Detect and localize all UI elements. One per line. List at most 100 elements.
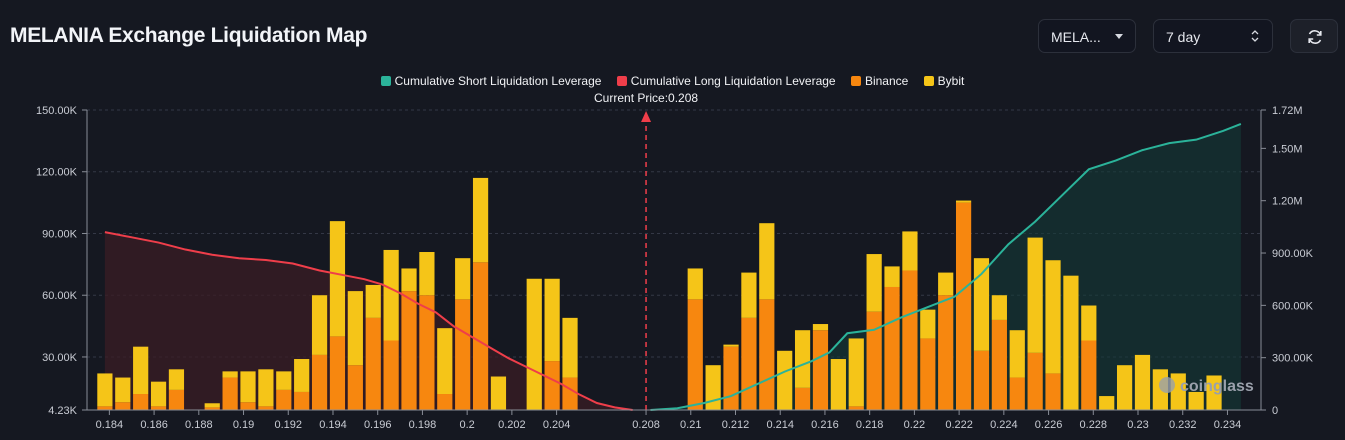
legend-item-short[interactable]: Cumulative Short Liquidation Leverage: [380, 74, 601, 88]
bar-bybit[interactable]: [687, 268, 703, 300]
bar-bybit[interactable]: [1206, 375, 1222, 410]
bar-binance[interactable]: [294, 391, 310, 410]
bar-bybit[interactable]: [866, 254, 882, 312]
bar-binance[interactable]: [812, 330, 829, 410]
bar-binance[interactable]: [437, 394, 453, 410]
bar-bybit[interactable]: [830, 359, 846, 410]
bar-bybit[interactable]: [759, 223, 775, 300]
bar-binance[interactable]: [419, 295, 435, 410]
bar-binance[interactable]: [383, 340, 399, 410]
bar-bybit[interactable]: [1009, 330, 1025, 378]
bar-bybit[interactable]: [741, 272, 757, 318]
bar-bybit[interactable]: [311, 295, 328, 355]
bar-bybit[interactable]: [240, 371, 256, 403]
bar-binance[interactable]: [150, 406, 167, 410]
bar-binance[interactable]: [759, 299, 775, 410]
bar-bybit[interactable]: [329, 221, 346, 337]
bar-bybit[interactable]: [884, 266, 900, 287]
bar-bybit[interactable]: [938, 272, 954, 296]
bar-binance[interactable]: [365, 317, 381, 410]
bar-bybit[interactable]: [365, 284, 381, 318]
legend-item-bybit[interactable]: Bybit: [923, 74, 964, 88]
bar-binance[interactable]: [168, 389, 185, 410]
legend-item-long[interactable]: Cumulative Long Liquidation Leverage: [616, 74, 836, 88]
bar-bybit[interactable]: [1134, 354, 1151, 410]
bar-bybit[interactable]: [1116, 365, 1133, 410]
bar-bybit[interactable]: [401, 268, 417, 292]
bar-bybit[interactable]: [437, 328, 453, 395]
bar-binance[interactable]: [455, 299, 471, 410]
bar-bybit[interactable]: [723, 344, 739, 347]
bar-binance[interactable]: [311, 354, 328, 410]
bar-bybit[interactable]: [1027, 237, 1043, 353]
bar-binance[interactable]: [258, 406, 274, 410]
bar-bybit[interactable]: [150, 381, 167, 407]
bar-bybit[interactable]: [794, 330, 811, 388]
bar-bybit[interactable]: [562, 317, 578, 378]
bar-bybit[interactable]: [276, 371, 292, 390]
bar-binance[interactable]: [329, 336, 346, 410]
bar-bybit[interactable]: [222, 371, 238, 378]
bar-bybit[interactable]: [347, 291, 363, 366]
bar-binance[interactable]: [687, 299, 703, 410]
bar-bybit[interactable]: [419, 252, 435, 296]
bar-bybit[interactable]: [204, 403, 220, 408]
bar-binance[interactable]: [723, 346, 739, 410]
bar-bybit[interactable]: [383, 249, 399, 341]
bar-bybit[interactable]: [490, 376, 507, 410]
legend-item-binance[interactable]: Binance: [850, 74, 908, 88]
bar-bybit[interactable]: [258, 369, 274, 407]
bar-binance[interactable]: [347, 365, 363, 410]
bar-bybit[interactable]: [1099, 396, 1115, 410]
bar-bybit[interactable]: [1081, 305, 1097, 341]
bar-binance[interactable]: [97, 406, 113, 410]
bar-binance[interactable]: [884, 286, 900, 410]
bar-bybit[interactable]: [848, 338, 864, 407]
range-select[interactable]: 7 day: [1153, 19, 1273, 53]
bar-binance[interactable]: [955, 202, 972, 410]
bar-bybit[interactable]: [472, 177, 489, 263]
bar-binance[interactable]: [794, 387, 811, 410]
bar-bybit[interactable]: [1063, 275, 1079, 410]
bar-bybit[interactable]: [955, 200, 972, 203]
bar-binance[interactable]: [991, 319, 1007, 410]
bar-bybit[interactable]: [812, 324, 829, 331]
bar-bybit[interactable]: [973, 258, 990, 351]
bar-bybit[interactable]: [991, 295, 1007, 320]
bar-binance[interactable]: [1009, 377, 1025, 410]
bar-binance[interactable]: [401, 291, 417, 410]
bar-bybit[interactable]: [777, 350, 793, 410]
bar-binance[interactable]: [1027, 352, 1043, 410]
bar-binance[interactable]: [741, 317, 757, 410]
bar-binance[interactable]: [848, 406, 864, 410]
bar-bybit[interactable]: [168, 369, 185, 390]
bar-binance[interactable]: [133, 394, 149, 410]
bar-binance[interactable]: [276, 389, 292, 410]
refresh-button[interactable]: [1290, 19, 1338, 53]
bar-binance[interactable]: [115, 402, 131, 410]
bar-binance[interactable]: [1045, 373, 1061, 410]
bar-bybit[interactable]: [544, 278, 560, 362]
bar-binance[interactable]: [1081, 340, 1097, 410]
bar-binance[interactable]: [973, 350, 990, 410]
bar-bybit[interactable]: [705, 365, 721, 410]
bar-binance[interactable]: [222, 377, 238, 410]
bar-binance[interactable]: [544, 361, 560, 410]
bar-bybit[interactable]: [455, 258, 471, 300]
bar-binance[interactable]: [902, 270, 918, 410]
bar-bybit[interactable]: [1188, 391, 1204, 410]
bar-bybit[interactable]: [294, 359, 310, 392]
bar-bybit[interactable]: [902, 231, 918, 271]
bar-bybit[interactable]: [133, 346, 149, 395]
bar-bybit[interactable]: [920, 309, 936, 339]
bar-binance[interactable]: [920, 338, 936, 410]
bar-binance[interactable]: [938, 295, 954, 410]
bar-bybit[interactable]: [115, 377, 131, 403]
bar-binance[interactable]: [866, 311, 882, 410]
bar-binance[interactable]: [472, 262, 489, 410]
bar-binance[interactable]: [240, 402, 256, 410]
bar-bybit[interactable]: [526, 278, 542, 410]
bar-binance[interactable]: [204, 407, 220, 410]
coin-select[interactable]: MELA...: [1038, 19, 1136, 53]
bar-binance[interactable]: [562, 377, 578, 410]
